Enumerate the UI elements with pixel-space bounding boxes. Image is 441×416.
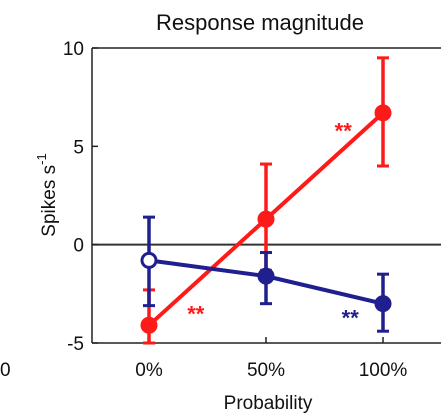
significance-stars: ** (335, 119, 353, 144)
significance-stars: ** (342, 305, 360, 330)
data-point (374, 104, 392, 122)
data-point (257, 210, 275, 228)
x-tick-label: 50% (247, 360, 285, 381)
y-axis-title-main: Spikes s (39, 165, 60, 237)
left-edge-label: 0 (0, 360, 11, 381)
y-tick-label: 5 (73, 137, 84, 158)
chart-title: Response magnitude (156, 10, 364, 35)
x-tick-label: 0% (135, 360, 163, 381)
y-tick-label: -5 (67, 334, 84, 355)
x-axis-title: Probability (224, 393, 313, 414)
y-axis-title: Spikes s-1 (34, 153, 60, 236)
plot-area: 10 5 0 -5 0% 50% 100% ** ** ** (63, 39, 441, 381)
data-point (257, 267, 275, 285)
significance-stars: ** (187, 302, 205, 327)
data-point (140, 316, 158, 334)
y-tick-label: 10 (63, 39, 84, 60)
y-tick-label: 0 (73, 236, 84, 257)
x-tick-label: 100% (359, 360, 408, 381)
data-point (140, 251, 158, 269)
y-axis-title-exponent: -1 (34, 153, 49, 165)
data-point (374, 295, 392, 313)
